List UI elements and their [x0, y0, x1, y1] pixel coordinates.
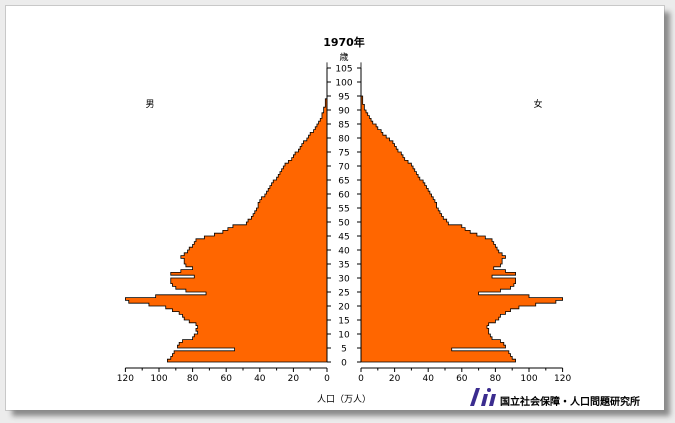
x-axis-label: 人口（万人）: [317, 394, 371, 405]
age-axis: 0 5 10 15 20 25 30 35 40 45 50 55 60 65 70 75 80 85 90 95 10…: [326, 65, 362, 369]
female-population-area: [360, 62, 563, 363]
x-tick-label: 20: [389, 374, 401, 384]
age-tick-label: 50: [338, 219, 350, 229]
age-tick-label: 100: [335, 79, 352, 89]
x-tick-label: 0: [324, 374, 330, 384]
age-tick-label: 105: [335, 65, 352, 75]
chart-frame: [6, 6, 664, 410]
age-tick-label: 70: [338, 163, 350, 173]
logo-dot: [487, 388, 491, 392]
female-label: 女: [533, 98, 542, 110]
x-axis-male: 120 100 80 60 40 20 0: [117, 367, 330, 384]
age-tick-label: 75: [338, 149, 349, 159]
x-tick-label: 80: [490, 374, 502, 384]
age-tick-label: 0: [341, 359, 347, 369]
male-label: 男: [145, 99, 154, 110]
age-tick-label: 45: [338, 233, 349, 243]
age-tick-label: 65: [338, 177, 349, 187]
x-tick-label: 100: [150, 374, 167, 384]
institution-credit: 国立社会保障・人口問題研究所: [500, 395, 640, 408]
age-tick-label: 60: [338, 191, 350, 201]
institution-logo: 国立社会保障・人口問題研究所: [470, 388, 640, 408]
x-tick-label: 40: [422, 374, 434, 384]
logo-mark: [470, 388, 496, 406]
x-tick-label: 100: [520, 374, 537, 384]
age-tick-label: 95: [338, 93, 349, 103]
age-tick-label: 15: [338, 317, 349, 327]
age-tick-label: 55: [338, 205, 349, 215]
female-bars: [360, 62, 563, 363]
age-tick-label: 10: [338, 331, 350, 341]
x-tick-label: 60: [456, 374, 468, 384]
age-axis-label: 歳: [339, 51, 348, 63]
age-tick-label: 90: [338, 107, 350, 117]
age-tick-label: 25: [338, 289, 349, 299]
male-population-area: [125, 62, 328, 363]
x-tick-label: 120: [554, 374, 571, 384]
x-tick-label: 40: [254, 374, 266, 384]
age-tick-label: 30: [338, 275, 350, 285]
age-tick-label: 85: [338, 121, 349, 131]
x-axis-female: 0 20 40 60 80 100 120: [358, 367, 571, 384]
chart-title: 1970年: [323, 35, 365, 49]
age-tick-label: 20: [338, 303, 350, 313]
x-tick-label: 60: [220, 374, 232, 384]
age-tick-label: 35: [338, 261, 349, 271]
x-tick-label: 80: [187, 374, 199, 384]
x-tick-label: 0: [358, 374, 364, 384]
x-tick-label: 120: [117, 374, 134, 384]
age-tick-label: 80: [338, 135, 350, 145]
age-tick-label: 5: [341, 345, 347, 355]
male-bars: [125, 62, 328, 363]
x-tick-label: 20: [288, 374, 300, 384]
age-tick-label: 40: [338, 247, 350, 257]
